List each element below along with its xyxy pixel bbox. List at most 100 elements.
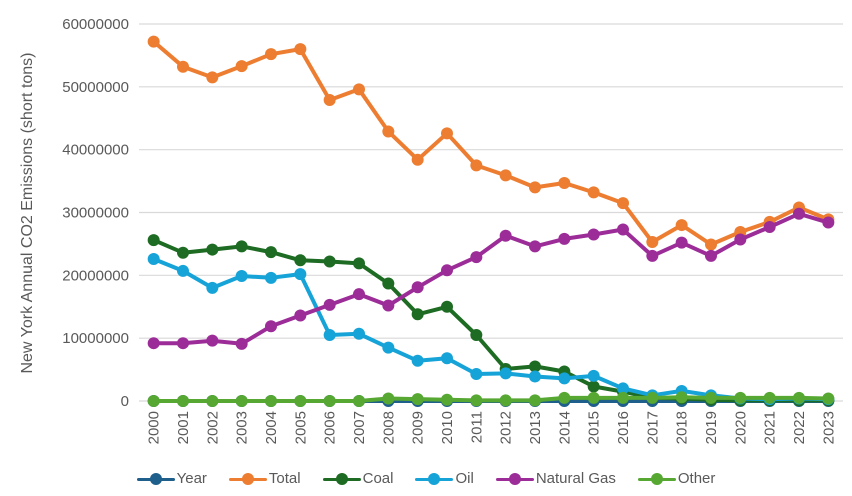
data-point <box>587 369 600 382</box>
series-line <box>151 39 831 247</box>
x-tick-label: 2007 <box>351 411 368 444</box>
data-point <box>529 394 541 407</box>
x-tick-label: 2011 <box>468 411 485 443</box>
data-point <box>265 246 277 259</box>
data-point <box>353 257 365 270</box>
legend-label: Other <box>677 470 716 487</box>
legend-label: Year <box>176 470 207 487</box>
series-other <box>147 391 835 407</box>
data-point <box>265 271 277 284</box>
data-point <box>470 329 483 342</box>
x-tick-label: 2009 <box>410 411 427 444</box>
data-point <box>411 308 424 321</box>
data-point <box>587 391 600 404</box>
data-point <box>206 395 219 407</box>
data-point <box>235 269 248 282</box>
data-point <box>323 395 336 407</box>
x-tick-label: 2022 <box>791 411 808 444</box>
data-point <box>675 391 688 404</box>
data-point <box>382 299 395 312</box>
legend: Year Total Coal Oil Natural Gas Other <box>0 470 852 487</box>
legend-label: Oil <box>455 470 474 487</box>
data-point <box>353 288 365 301</box>
data-point <box>177 246 189 259</box>
y-tick-label: 10000000 <box>62 330 129 347</box>
x-tick-label: 2004 <box>263 411 280 444</box>
data-point <box>763 220 776 233</box>
data-point <box>529 360 541 373</box>
y-tick-label: 40000000 <box>62 142 129 159</box>
data-point <box>558 391 571 404</box>
x-tick-label: 2005 <box>292 411 309 444</box>
data-point <box>206 334 219 347</box>
data-point <box>265 395 277 407</box>
data-point <box>705 238 717 251</box>
x-tick-label: 2017 <box>644 411 661 444</box>
data-point <box>470 159 483 172</box>
data-point <box>617 391 629 404</box>
x-tick-label: 2001 <box>175 411 192 444</box>
data-point <box>206 71 219 84</box>
x-axis-ticks: 2000 2001 2002 2003 2004 2005 2006 2007 2008 2009… <box>146 411 838 444</box>
legend-item: Other <box>637 470 716 487</box>
x-tick-label: 2008 <box>380 411 397 444</box>
data-point <box>294 254 307 267</box>
data-point <box>382 125 395 138</box>
data-point <box>587 228 600 241</box>
data-point <box>177 60 189 73</box>
data-point <box>294 268 307 281</box>
data-point <box>294 43 307 56</box>
x-tick-label: 2015 <box>586 411 603 444</box>
data-point <box>675 236 688 249</box>
x-tick-label: 2006 <box>322 411 339 444</box>
y-tick-label: 0 <box>121 393 129 410</box>
data-point <box>617 197 629 210</box>
data-point <box>235 395 248 407</box>
data-point <box>587 380 600 393</box>
legend-label: Total <box>268 470 301 487</box>
data-point <box>147 35 160 48</box>
data-point <box>353 395 365 407</box>
x-tick-label: 2023 <box>820 411 837 444</box>
x-tick-label: 2002 <box>204 411 221 444</box>
data-point <box>646 391 659 404</box>
data-point <box>147 395 160 407</box>
data-point <box>529 181 541 194</box>
series-line <box>151 238 831 403</box>
data-point <box>177 264 189 277</box>
data-point <box>617 382 629 395</box>
data-point <box>558 232 571 245</box>
data-point <box>646 236 659 249</box>
data-point <box>147 252 160 265</box>
x-tick-label: 2013 <box>527 411 544 444</box>
data-point <box>441 352 453 365</box>
data-point <box>294 395 307 407</box>
x-tick-label: 2014 <box>556 411 573 444</box>
legend-marker-icon <box>322 472 361 485</box>
data-point <box>411 354 424 367</box>
data-point <box>529 240 541 253</box>
legend-marker-icon <box>136 472 175 485</box>
data-point <box>822 392 835 405</box>
legend-marker-icon <box>495 472 534 485</box>
data-point <box>499 169 512 182</box>
x-tick-label: 2020 <box>732 411 749 444</box>
data-point <box>353 83 365 96</box>
data-point <box>353 327 365 340</box>
data-point <box>323 255 336 268</box>
legend-marker-icon <box>228 472 267 485</box>
x-tick-label: 2010 <box>439 411 456 444</box>
data-point <box>763 391 776 404</box>
series-group <box>147 35 835 407</box>
data-point <box>617 223 629 236</box>
x-tick-label: 2003 <box>234 411 251 444</box>
data-point <box>499 367 512 380</box>
data-point <box>734 233 747 246</box>
data-point <box>382 341 395 354</box>
data-point <box>323 329 336 342</box>
data-point <box>265 48 277 61</box>
data-point <box>470 251 483 264</box>
data-point <box>646 249 659 262</box>
legend-marker-icon <box>637 472 676 485</box>
data-point <box>147 337 160 350</box>
